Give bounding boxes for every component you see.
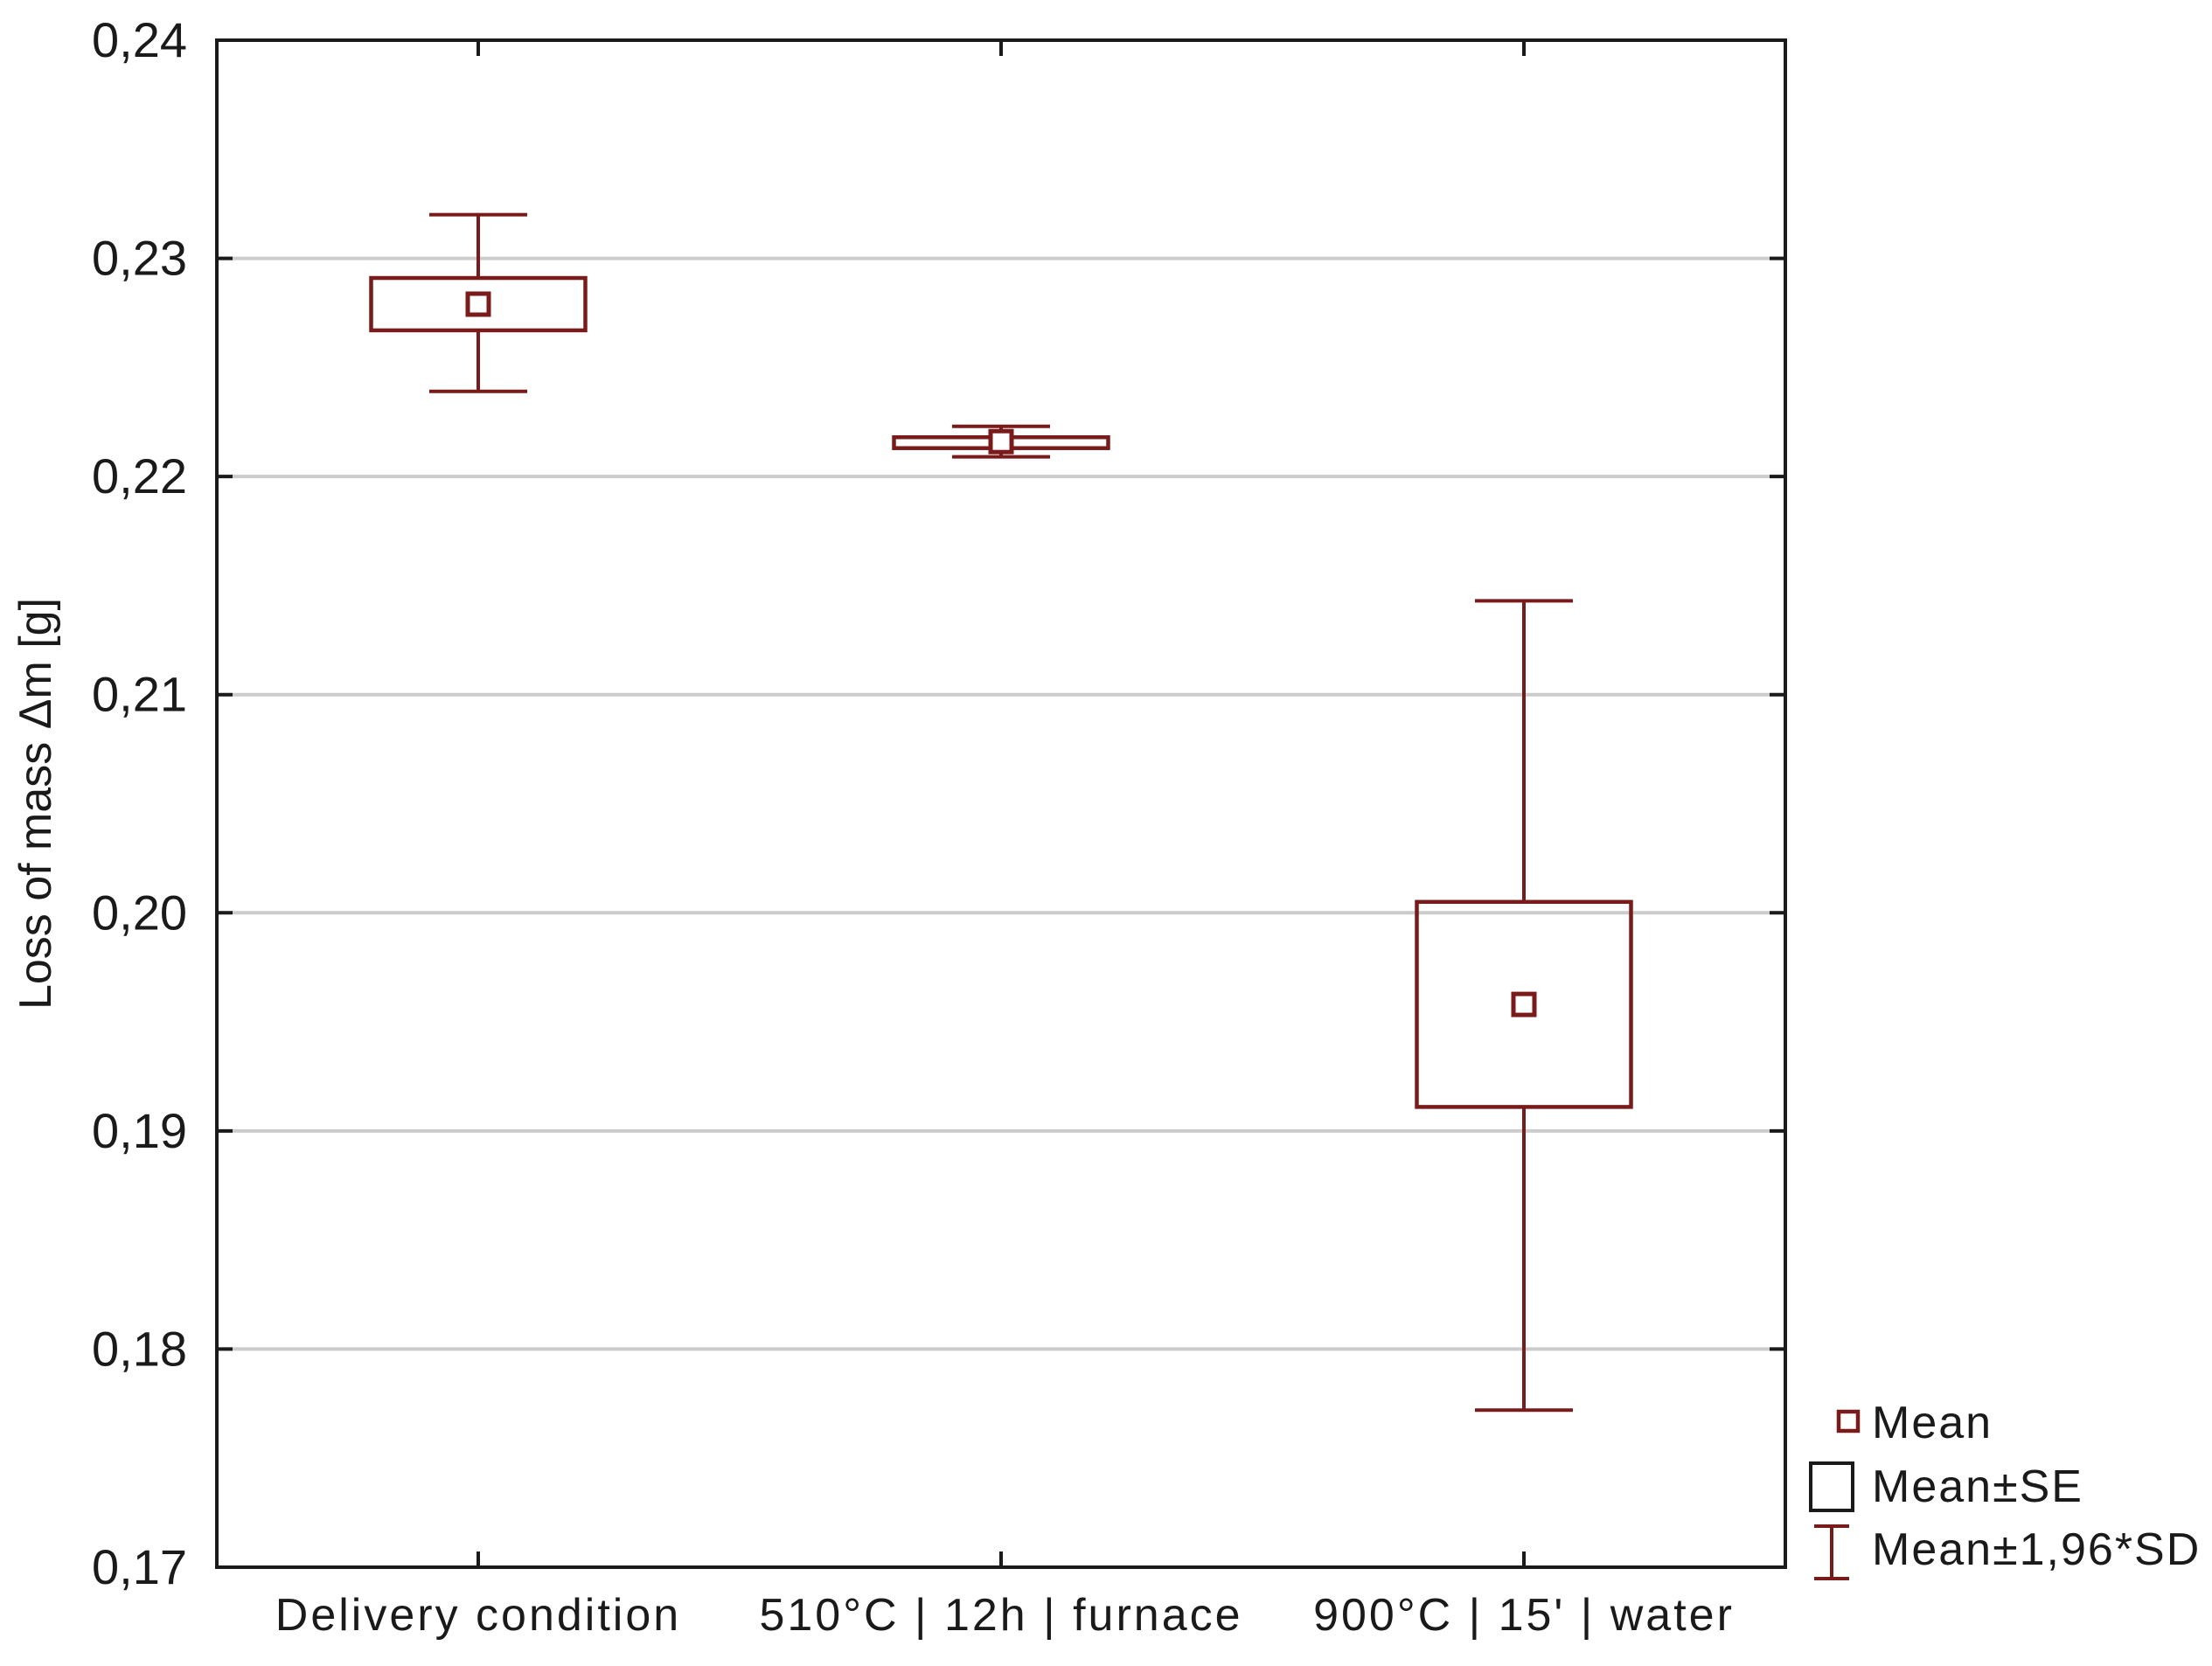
legend: Mean Mean±SE Mean±1,96*SD: [1809, 1398, 2201, 1580]
grid-lines: [217, 256, 1785, 1351]
y-tick-label: 0,23: [92, 231, 187, 286]
mean-marker: [988, 428, 1014, 455]
legend-mean-icon: [1836, 1409, 1861, 1433]
y-tick-label: 0,24: [92, 12, 187, 67]
se-box: [369, 275, 588, 333]
se-box: [1415, 899, 1633, 1109]
y-tick-label: 0,17: [92, 1539, 187, 1594]
box-group: [369, 212, 588, 393]
y-tick-label: 0,19: [92, 1103, 187, 1158]
y-axis-title: Loss of mass Δm [g]: [10, 598, 61, 1010]
legend-se-icon: [1809, 1461, 1854, 1512]
y-tick-label: 0,21: [92, 667, 187, 722]
plot-area-frame: [215, 38, 1787, 1569]
axis-ticks: 0,17 0,18 0,19 0,20 0,21 0,22 0,23 0,24 Delivery…: [92, 12, 1785, 1641]
y-tick-label: 0,22: [92, 448, 187, 503]
mean-marker: [465, 291, 491, 317]
box-group: [892, 424, 1110, 459]
x-category-label: 900°C | 15' | water: [1313, 1590, 1735, 1641]
box-group: [1415, 599, 1633, 1413]
legend-label: Mean: [1872, 1398, 1993, 1448]
y-tick-label: 0,18: [92, 1321, 187, 1376]
legend-label: Mean±1,96*SD: [1872, 1524, 2201, 1575]
boxes-layer: [369, 212, 1633, 1413]
legend-label: Mean±SE: [1872, 1461, 2083, 1512]
mean-marker: [1511, 991, 1537, 1017]
y-tick-label: 0,20: [92, 885, 187, 940]
x-category-label: 510°C | 12h | furnace: [759, 1590, 1242, 1641]
x-category-label: Delivery condition: [275, 1590, 681, 1641]
